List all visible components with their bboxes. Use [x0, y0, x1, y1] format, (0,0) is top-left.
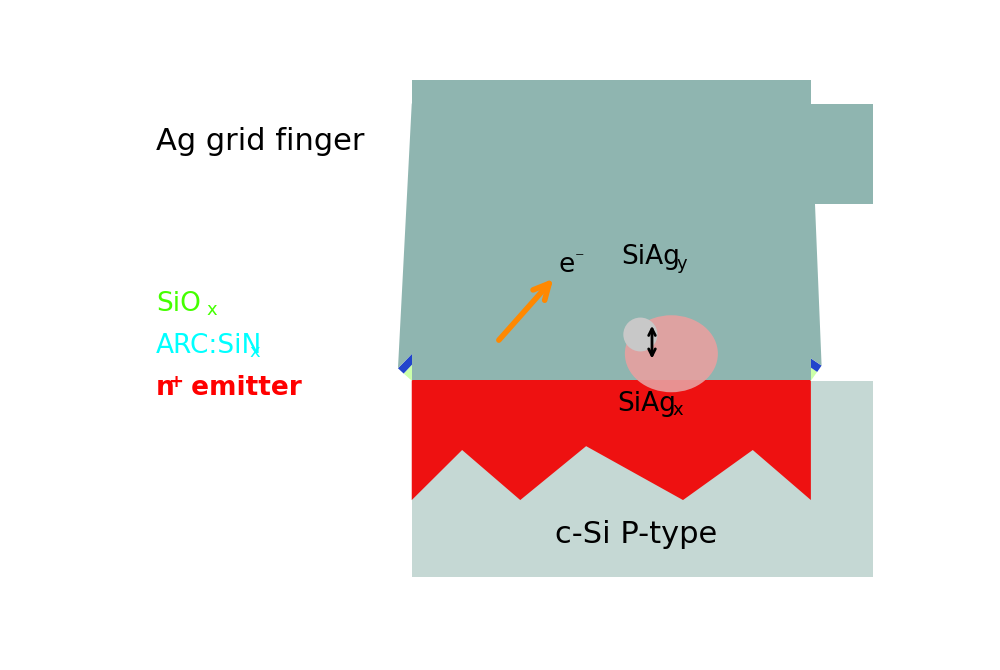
Bar [811, 103, 873, 204]
Text: x: x [249, 343, 260, 361]
Bar [811, 0, 873, 103]
Polygon shape [404, 266, 817, 381]
Text: SiAg: SiAg [621, 245, 680, 271]
Bar [873, 80, 1000, 596]
Bar [811, 103, 873, 204]
Text: c-Si P-type: c-Si P-type [555, 520, 718, 549]
Bar [412, 103, 811, 381]
Polygon shape [398, 103, 822, 368]
Bar [412, 80, 873, 103]
Polygon shape [398, 258, 822, 374]
Polygon shape [412, 103, 873, 204]
Text: ⁻: ⁻ [574, 250, 584, 268]
Text: ARC:SiN: ARC:SiN [156, 333, 262, 359]
Text: SiAg: SiAg [617, 391, 676, 417]
Text: e: e [559, 252, 575, 278]
Circle shape [623, 318, 657, 352]
Polygon shape [412, 277, 811, 500]
Text: emitter: emitter [182, 375, 302, 401]
Text: x: x [673, 401, 684, 419]
Ellipse shape [625, 316, 718, 392]
Bar [412, 103, 811, 380]
Text: +: + [168, 373, 183, 391]
Text: y: y [677, 255, 687, 273]
Text: x: x [206, 301, 217, 319]
Text: Ag grid finger: Ag grid finger [156, 127, 364, 157]
Text: n: n [156, 375, 175, 401]
Text: SiO: SiO [156, 291, 201, 317]
Bar [412, 381, 873, 577]
